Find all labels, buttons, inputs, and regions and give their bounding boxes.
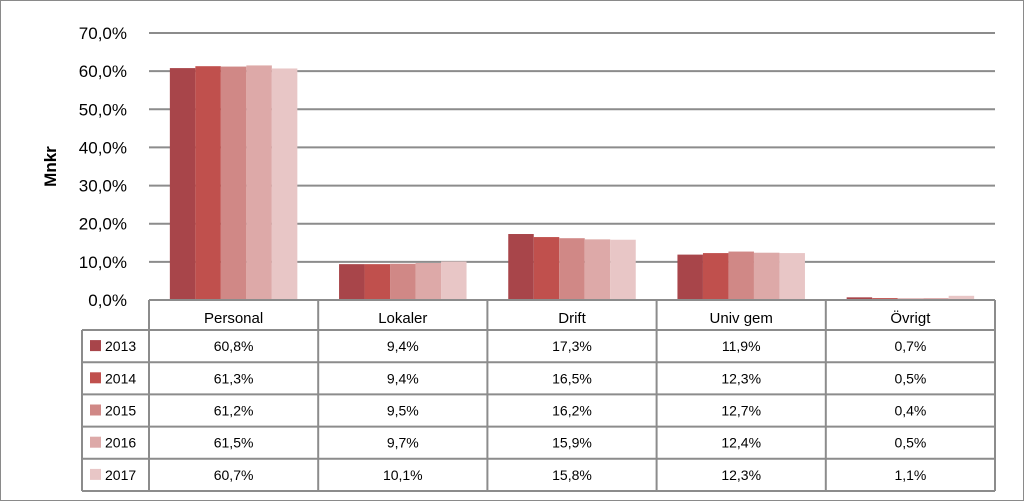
legend-key-2016 (90, 436, 101, 448)
bar-2015-3 (728, 251, 754, 300)
table-cell-value: 12,3% (721, 467, 761, 483)
table-cell-value: 9,5% (387, 403, 419, 419)
y-tick-label: 10,0% (79, 253, 127, 272)
y-tick-label: 0,0% (88, 291, 127, 310)
bar-2015-0 (220, 66, 247, 301)
bar-2014-3 (702, 253, 729, 300)
table-cell-value: 10,1% (383, 467, 423, 483)
table-cell-value: 0,5% (894, 370, 926, 386)
table-cell-value: 61,2% (214, 403, 254, 419)
table-cell-value: 61,5% (214, 435, 254, 451)
table-cell-value: 9,7% (387, 435, 419, 451)
table-cell-value: 15,9% (552, 435, 592, 451)
bar-2015-2 (559, 238, 585, 300)
table-cell-value: 16,2% (552, 403, 592, 419)
legend-key-2014 (90, 372, 101, 384)
legend-label: 2016 (105, 435, 136, 451)
bar-2015-1 (390, 263, 416, 300)
y-tick-label: 40,0% (79, 138, 127, 157)
legend-label: 2015 (105, 403, 136, 419)
table-cell-value: 17,3% (552, 338, 592, 354)
bar-2017-3 (779, 253, 805, 300)
x-category-label: Lokaler (378, 310, 427, 327)
table-cell-value: 9,4% (387, 338, 419, 354)
bar-2017-0 (271, 68, 298, 300)
bar-2014-2 (533, 237, 560, 300)
bar-2014-0 (195, 66, 221, 300)
y-axis-label: Mnkr (41, 146, 60, 187)
bar-2013-0 (169, 68, 196, 300)
bar-2013-1 (339, 264, 365, 300)
bar-2017-2 (610, 239, 636, 300)
legend-key-2013 (90, 340, 101, 352)
table-cell-value: 16,5% (552, 370, 592, 386)
x-category-label: Drift (558, 310, 586, 327)
y-tick-label: 70,0% (79, 24, 127, 43)
x-category-label: Övrigt (890, 309, 931, 327)
table-cell-value: 12,7% (721, 403, 761, 419)
bar-2016-2 (584, 239, 611, 300)
table-cell-value: 0,7% (894, 338, 926, 354)
table-cell-value: 12,4% (721, 435, 761, 451)
y-tick-label: 30,0% (79, 177, 127, 196)
legend-label: 2017 (105, 467, 136, 483)
table-cell-value: 12,3% (721, 370, 761, 386)
bar-2017-4 (948, 295, 975, 300)
table-cell-value: 60,7% (214, 467, 254, 483)
legend-label: 2013 (105, 338, 136, 354)
x-category-label: Personal (204, 310, 263, 327)
bar-2014-1 (364, 264, 391, 300)
legend-key-2015 (90, 404, 101, 416)
bar-2016-3 (753, 252, 780, 300)
legend-label: 2014 (105, 370, 136, 386)
legend-key-2017 (90, 468, 101, 480)
table-cell-value: 1,1% (894, 467, 926, 483)
table-cell-value: 9,4% (387, 370, 419, 386)
bar-2016-0 (246, 65, 272, 301)
x-category-label: Univ gem (710, 310, 773, 327)
y-tick-label: 60,0% (79, 62, 127, 81)
bar-2016-1 (415, 263, 442, 300)
table-cell-value: 60,8% (214, 338, 254, 354)
table-cell-value: 61,3% (214, 370, 254, 386)
table-cell-value: 15,8% (552, 467, 592, 483)
table-cell-value: 0,4% (894, 403, 926, 419)
bar-2013-3 (677, 254, 703, 300)
table-cell-value: 0,5% (894, 435, 926, 451)
bar-2017-1 (441, 261, 467, 300)
bar-2013-2 (508, 234, 534, 300)
y-tick-label: 50,0% (79, 100, 127, 119)
y-tick-label: 20,0% (79, 215, 127, 234)
bar-2013-4 (846, 297, 873, 300)
table-cell-value: 11,9% (722, 338, 761, 354)
